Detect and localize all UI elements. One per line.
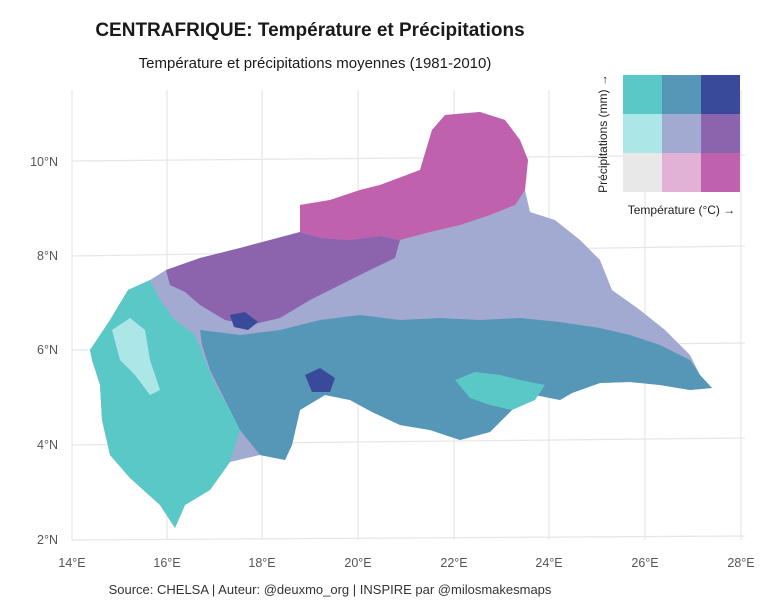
legend-cell <box>662 153 701 192</box>
legend-cell <box>701 114 740 153</box>
region-dark-blue-2 <box>305 368 335 392</box>
y-tick-label: 2°N <box>37 533 58 547</box>
region-south-blue <box>200 315 712 460</box>
x-tick-label: 26°E <box>631 556 658 570</box>
legend-cell <box>701 75 740 114</box>
x-tick-label: 14°E <box>58 556 85 570</box>
y-tick-label: 8°N <box>37 249 58 263</box>
x-tick-label: 16°E <box>153 556 180 570</box>
bivariate-legend: Température (°C) → Précipitations (mm) → <box>596 74 740 217</box>
region-light-teal <box>112 318 160 395</box>
legend-cell <box>623 75 662 114</box>
y-tick-label: 6°N <box>37 343 58 357</box>
x-tick-label: 28°E <box>727 556 754 570</box>
country-map <box>90 112 712 528</box>
legend-cell <box>701 153 740 192</box>
legend-cell <box>623 114 662 153</box>
legend-cell <box>662 75 701 114</box>
y-axis-ticks: 2°N 4°N 6°N 8°N 10°N <box>30 155 58 547</box>
x-tick-label: 20°E <box>344 556 371 570</box>
map-title: CENTRAFRIQUE: Température et Précipitati… <box>95 20 525 41</box>
region-north-magenta <box>300 112 528 240</box>
legend-cell <box>662 114 701 153</box>
y-tick-label: 10°N <box>30 155 58 169</box>
region-dark-blue <box>230 312 258 330</box>
y-tick-label: 4°N <box>37 438 58 452</box>
map-caption: Source: CHELSA | Auteur: @deuxmo_org | I… <box>108 582 552 597</box>
legend-cell <box>623 153 662 192</box>
x-tick-label: 18°E <box>248 556 275 570</box>
legend-y-label: Précipitations (mm) → <box>596 74 610 193</box>
map-subtitle: Température et précipitations moyennes (… <box>138 55 492 72</box>
x-axis-ticks: 14°E 16°E 18°E 20°E 22°E 24°E 26°E 28°E <box>58 556 754 570</box>
x-tick-label: 22°E <box>440 556 467 570</box>
x-tick-label: 24°E <box>535 556 562 570</box>
region-southeast-teal <box>455 372 545 410</box>
region-northwest-purple <box>166 232 400 325</box>
legend-x-label: Température (°C) → <box>628 203 736 217</box>
